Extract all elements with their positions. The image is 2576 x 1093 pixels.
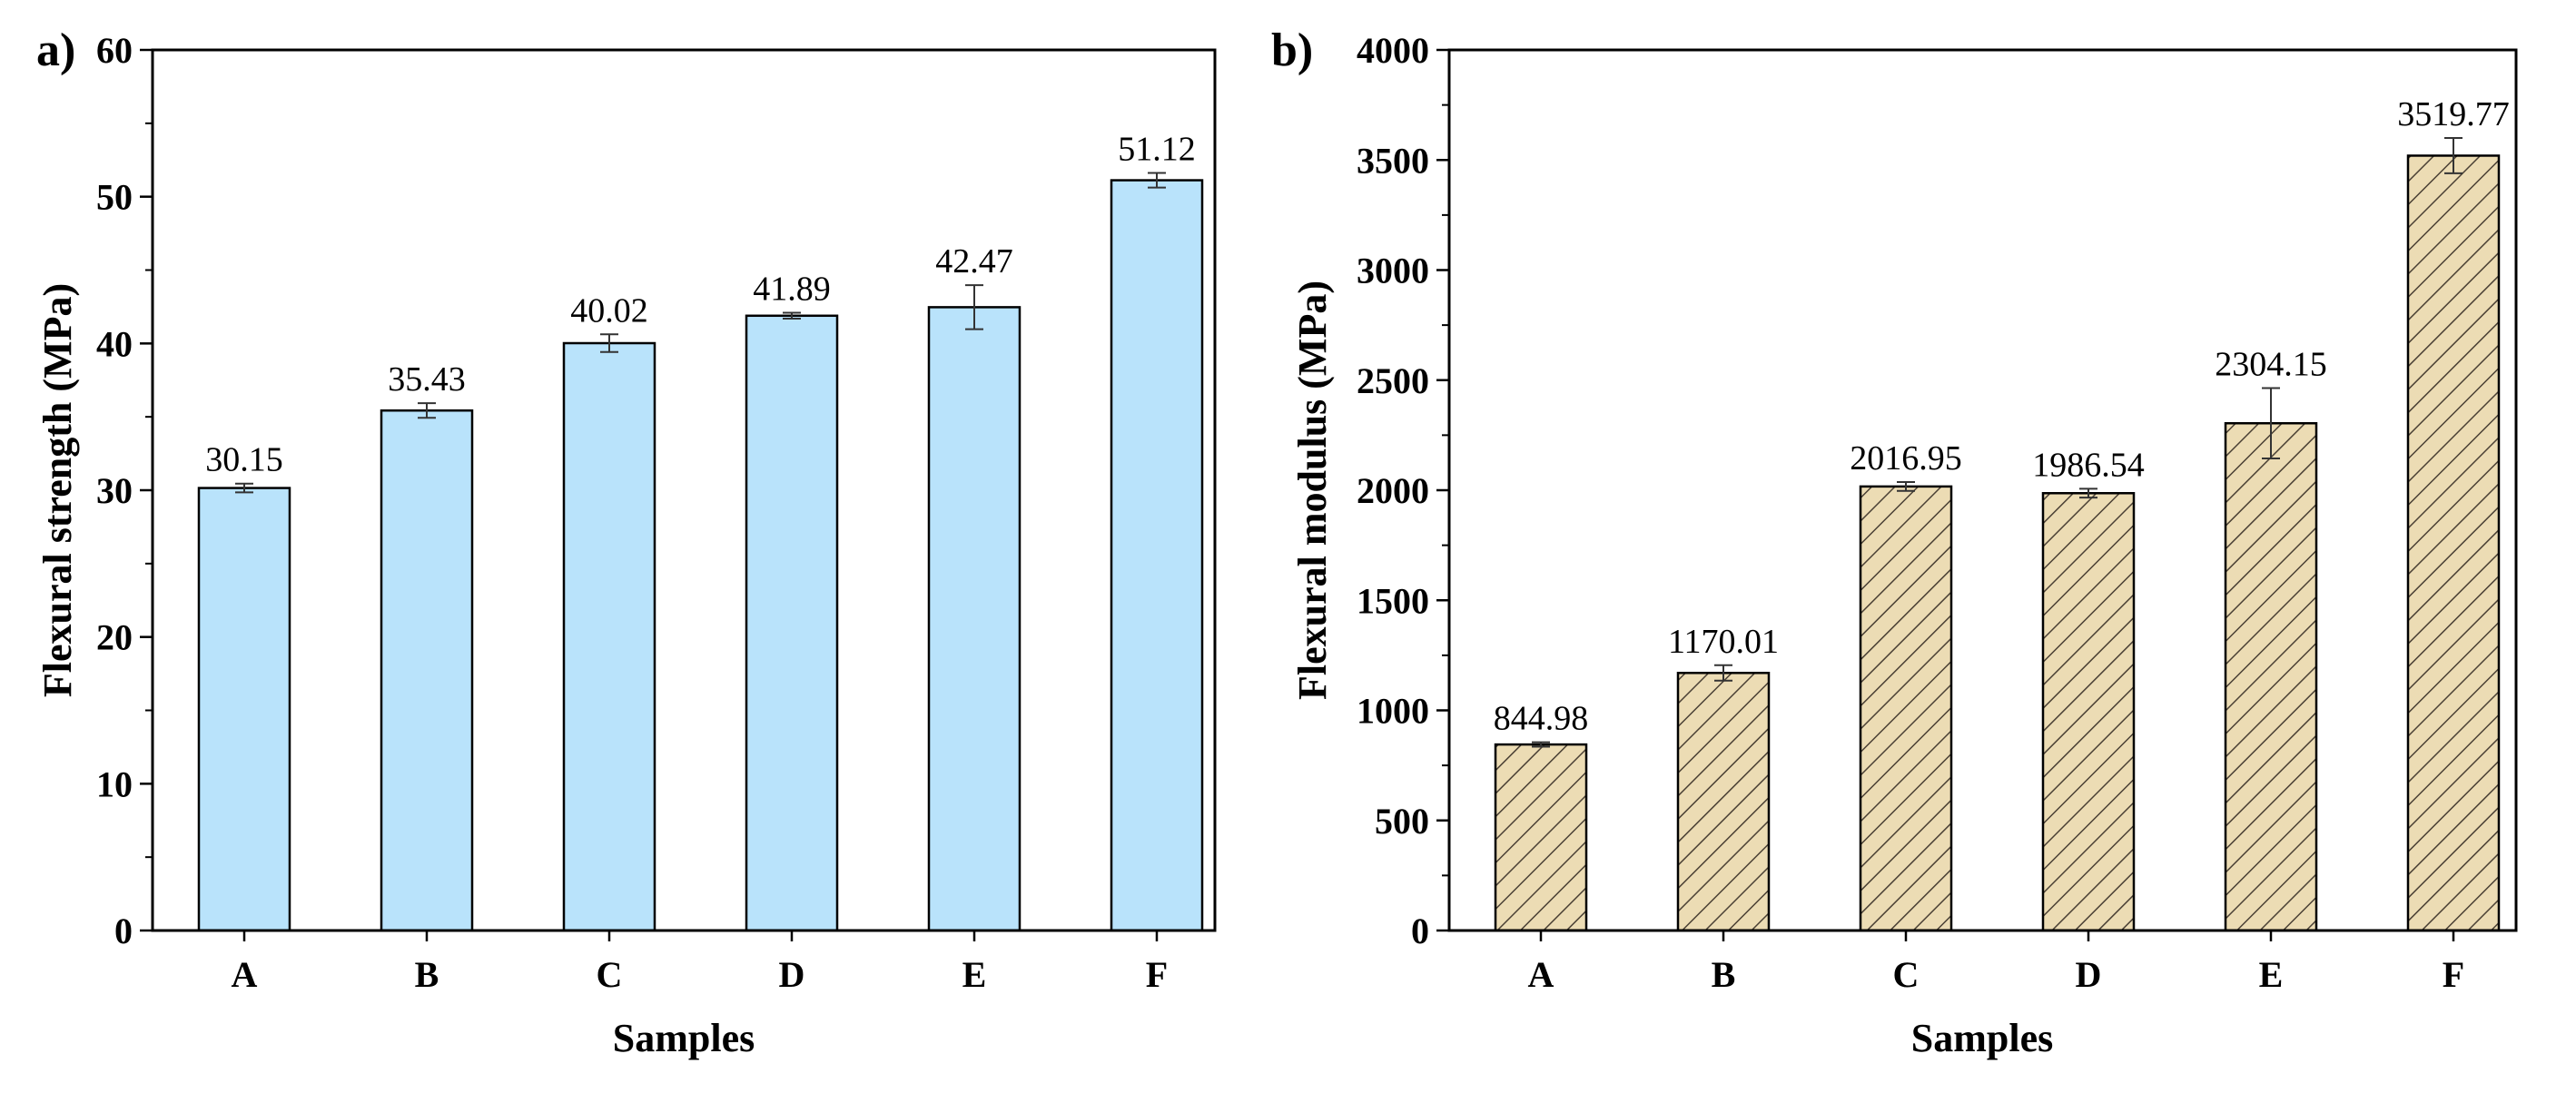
data-label-C: 40.02 <box>570 291 648 330</box>
y-tick-label-3500: 3500 <box>1357 140 1429 181</box>
x-tick-label-D: D <box>2076 954 2102 995</box>
data-label-A: 30.15 <box>205 441 283 479</box>
data-label-A: 844.98 <box>1494 700 1589 738</box>
y-tick-label-1500: 1500 <box>1357 580 1429 621</box>
panel-b-flexural-modulus-chart: b) 844.98 1170.01 2016.95 1986.54 2304.15 351… <box>1271 25 2518 1060</box>
data-label-C: 2016.95 <box>1850 439 1962 478</box>
data-label-B: 1170.01 <box>1668 623 1779 661</box>
panel-a-plot-frame <box>151 48 1217 932</box>
bar-A <box>197 487 291 932</box>
data-label-E: 42.47 <box>935 242 1013 281</box>
x-tick-label-A: A <box>1528 954 1554 995</box>
x-tick-label-E: E <box>2259 954 2284 995</box>
y-tick-label-3000: 3000 <box>1357 251 1429 291</box>
panel-a-y-axis-title: Flexural strength (MPa) <box>35 283 80 697</box>
x-tick-label-D: D <box>779 954 805 995</box>
y-tick-label-0: 0 <box>1411 911 1429 951</box>
y-tick-label-50: 50 <box>96 177 133 218</box>
bar-B <box>380 409 474 932</box>
x-tick-label-F: F <box>1146 954 1168 995</box>
y-tick-label-30: 30 <box>96 470 133 511</box>
bar-C <box>562 341 656 932</box>
y-tick-label-60: 60 <box>96 30 133 71</box>
x-tick-label-E: E <box>962 954 987 995</box>
x-tick-label-C: C <box>1893 954 1920 995</box>
bar-F <box>2406 154 2501 932</box>
y-tick-label-4000: 4000 <box>1357 30 1429 71</box>
y-tick-label-2000: 2000 <box>1357 470 1429 511</box>
bar-B <box>1676 672 1771 932</box>
data-label-E: 2304.15 <box>2215 345 2327 383</box>
x-tick-label-A: A <box>232 954 258 995</box>
y-tick-label-2500: 2500 <box>1357 360 1429 401</box>
data-label-D: 41.89 <box>753 271 831 309</box>
y-tick-label-20: 20 <box>96 617 133 658</box>
panel-b-x-axis-title: Samples <box>1911 1016 2053 1060</box>
x-tick-label-C: C <box>597 954 623 995</box>
panel-b-label: b) <box>1271 25 1313 76</box>
bar-D <box>2041 492 2136 932</box>
data-label-B: 35.43 <box>388 360 466 399</box>
y-tick-label-500: 500 <box>1375 801 1429 842</box>
data-label-D: 1986.54 <box>2032 446 2145 484</box>
x-tick-label-B: B <box>1712 954 1736 995</box>
x-tick-label-F: F <box>2443 954 2464 995</box>
bar-E <box>2224 421 2318 932</box>
y-tick-label-0: 0 <box>114 911 133 951</box>
panel-a-x-axis-title: Samples <box>613 1016 755 1060</box>
y-tick-label-40: 40 <box>96 323 133 364</box>
panel-b-y-axis-title: Flexural modulus (MPa) <box>1290 281 1335 700</box>
bar-D <box>745 314 839 932</box>
y-tick-label-10: 10 <box>96 763 133 804</box>
bar-F <box>1110 179 1204 932</box>
bar-C <box>1859 485 1953 932</box>
panel-a-label: a) <box>36 25 75 76</box>
panel-b-plot-frame <box>1447 48 2518 932</box>
y-tick-label-1000: 1000 <box>1357 691 1429 732</box>
data-label-F: 3519.77 <box>2397 95 2510 133</box>
x-tick-label-B: B <box>415 954 439 995</box>
bar-A <box>1494 743 1588 932</box>
panel-a-flexural-strength-chart: a) 30.15 35.43 40.02 41.89 42.47 51.12 0 10 20 3… <box>35 25 1217 1060</box>
data-label-F: 51.12 <box>1118 130 1196 168</box>
bar-E <box>927 306 1022 932</box>
